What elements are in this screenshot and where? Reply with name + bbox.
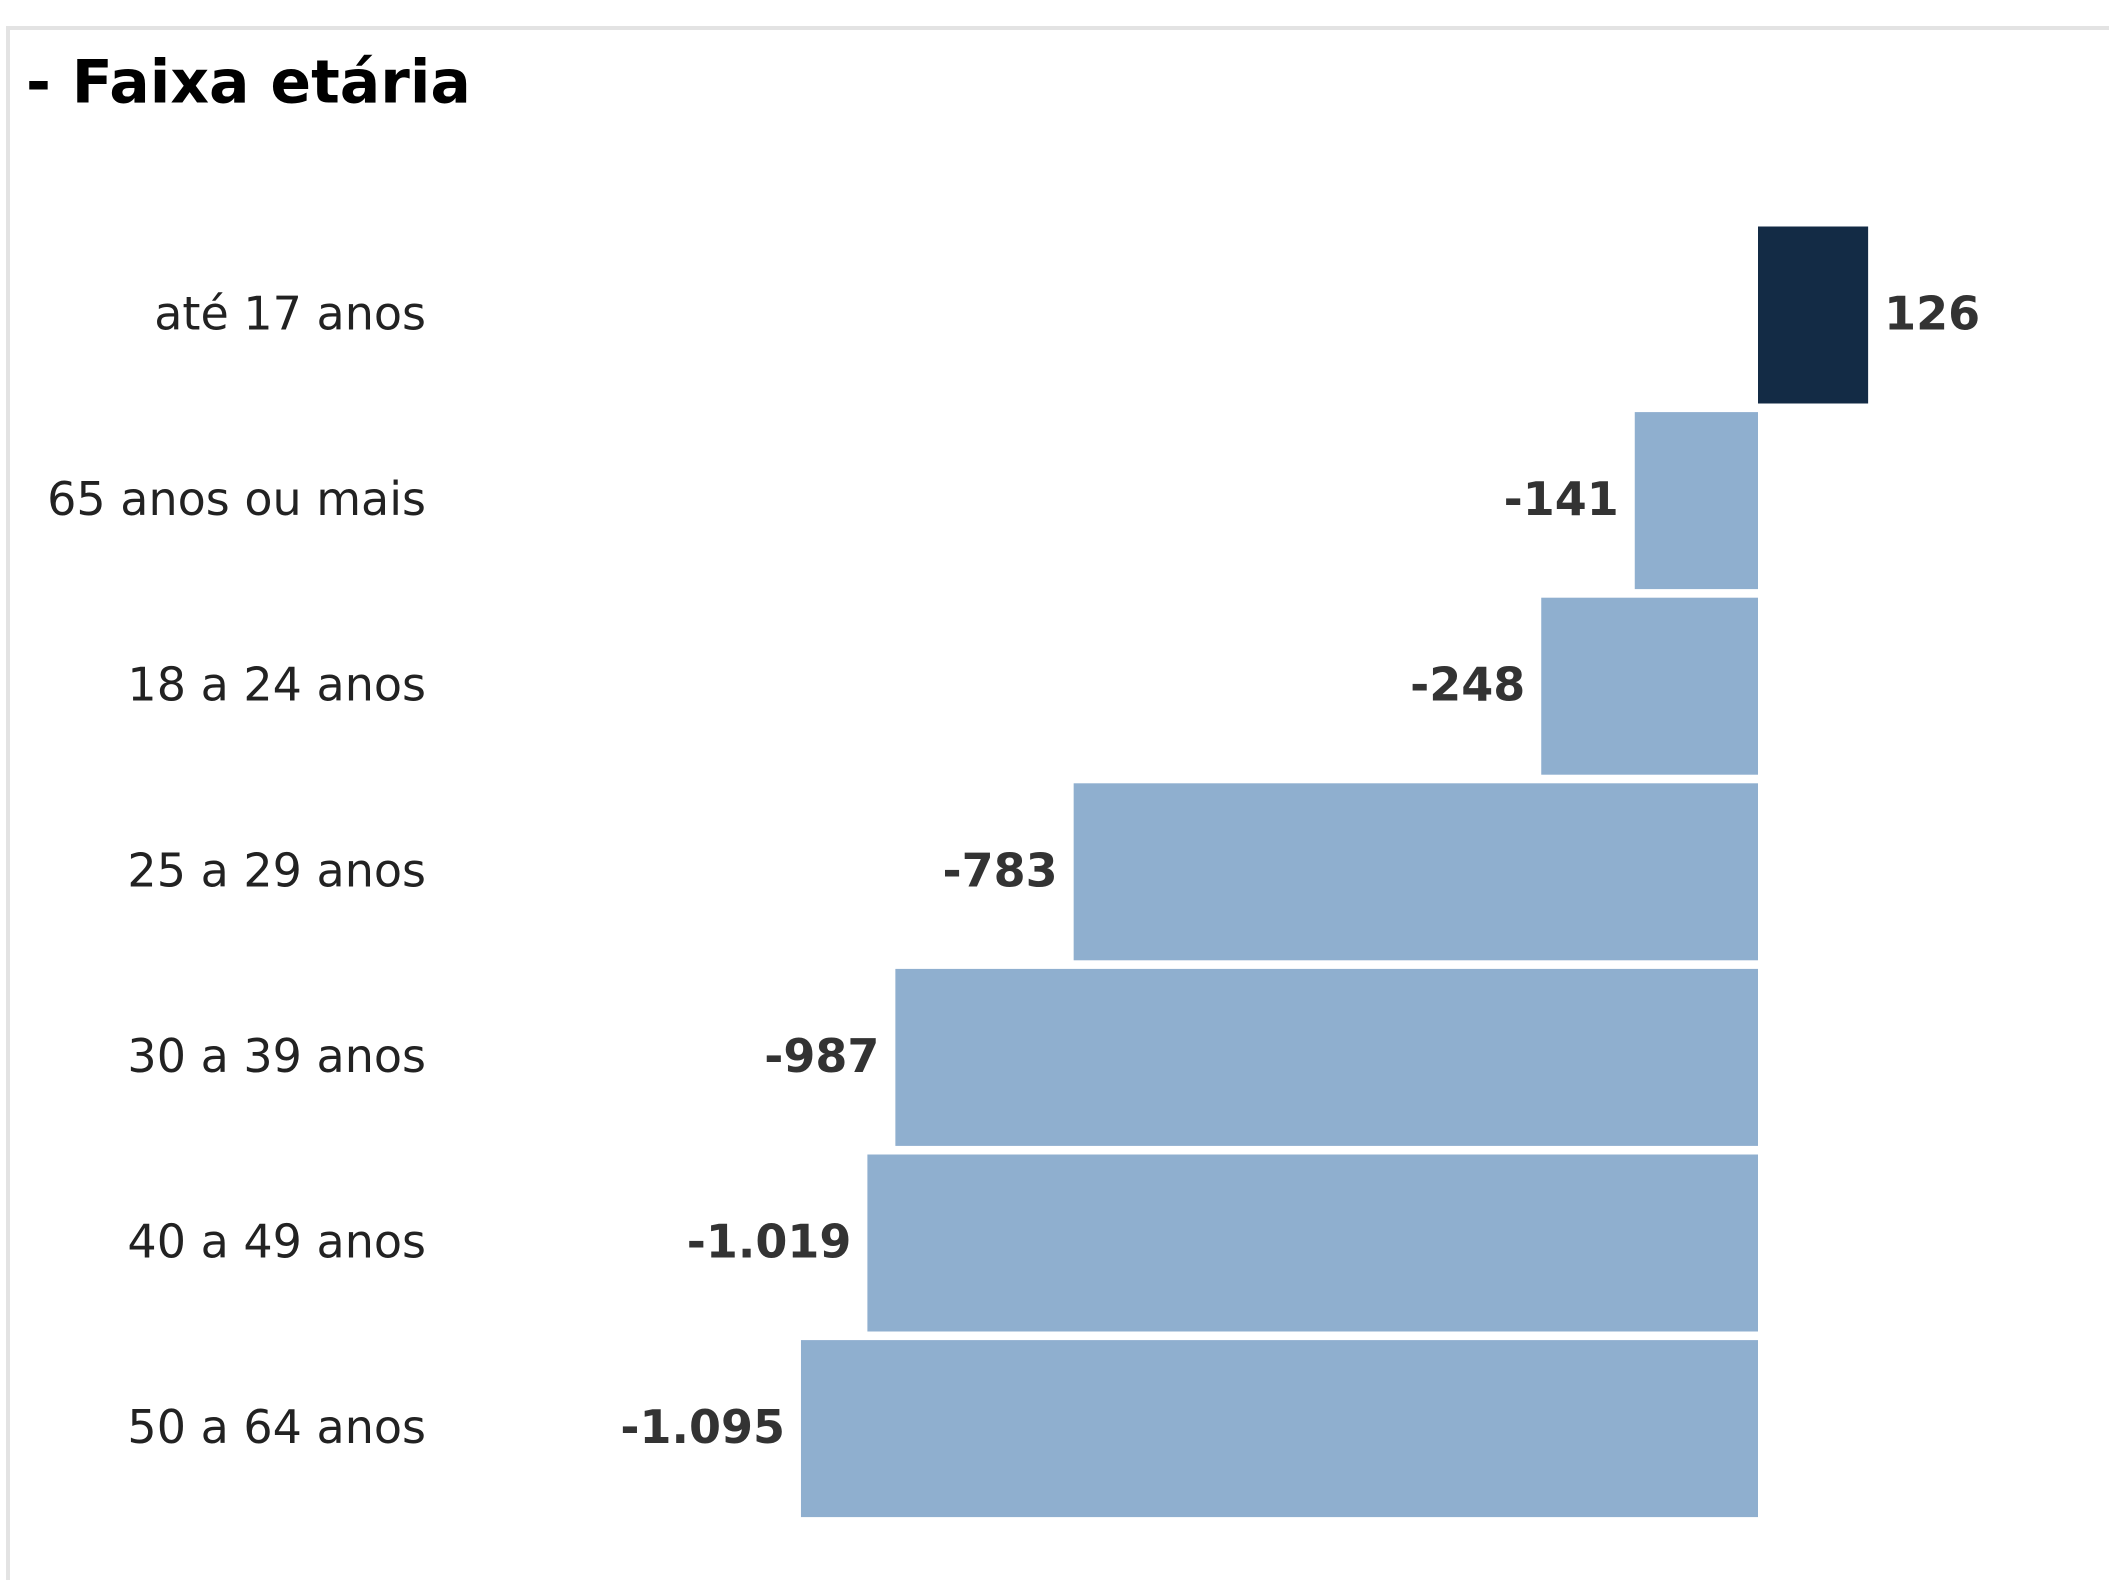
- data-label: -248: [1410, 658, 1525, 712]
- chart-title: - Faixa etária: [26, 48, 471, 118]
- data-label: -987: [764, 1029, 879, 1083]
- bar: [867, 1154, 1758, 1332]
- category-label: 25 a 29 anos: [127, 843, 426, 897]
- bar: [1541, 597, 1758, 775]
- data-label: -783: [943, 843, 1058, 897]
- data-label: -141: [1504, 472, 1619, 526]
- category-label: até 17 anos: [154, 287, 426, 341]
- category-label: 50 a 64 anos: [127, 1400, 426, 1454]
- bar: [1073, 783, 1758, 961]
- bar: [1758, 226, 1869, 404]
- category-label: 65 anos ou mais: [47, 472, 426, 526]
- bar: [800, 1340, 1758, 1518]
- category-label: 18 a 24 anos: [127, 658, 426, 712]
- data-label: -1.019: [687, 1215, 852, 1269]
- data-label: -1.095: [620, 1400, 785, 1454]
- category-label: 30 a 39 anos: [127, 1029, 426, 1083]
- bar: [895, 968, 1758, 1146]
- bar: [1634, 412, 1758, 590]
- category-label: 40 a 49 anos: [127, 1215, 426, 1269]
- data-label: 126: [1884, 287, 1980, 341]
